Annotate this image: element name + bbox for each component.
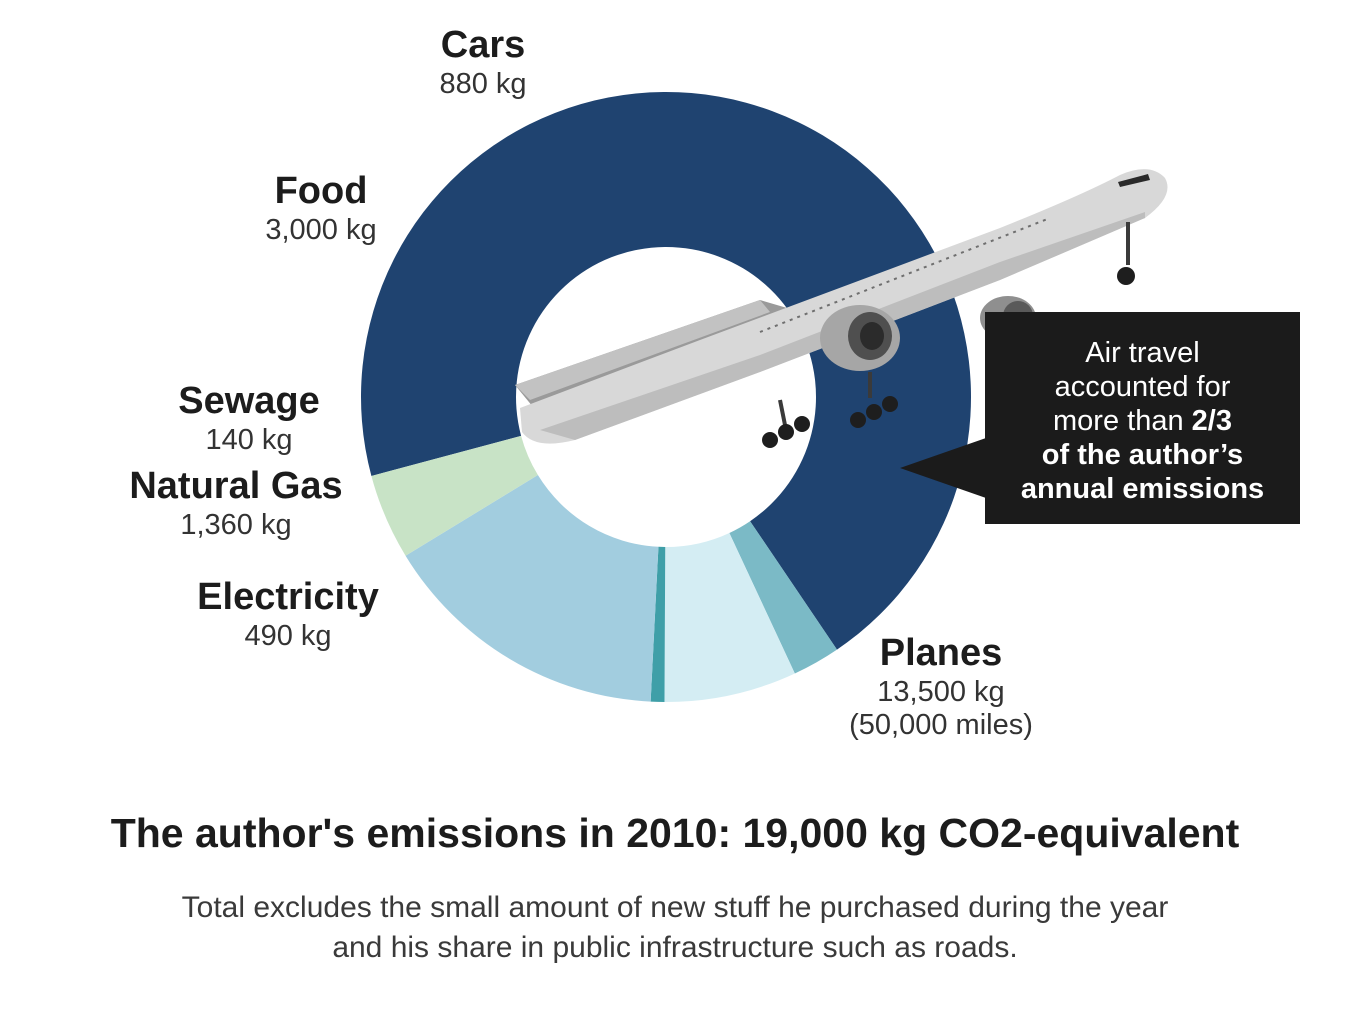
callout-line-4: of the author’s bbox=[985, 438, 1300, 472]
label-cars-name: Cars bbox=[440, 24, 526, 66]
label-natural-gas-name: Natural Gas bbox=[129, 465, 343, 507]
chart-note-line-2: and his share in public infrastructure s… bbox=[332, 931, 1018, 964]
slice-sewage bbox=[650, 546, 666, 702]
label-natural-gas-value: 1,360 kg bbox=[180, 508, 292, 541]
label-food-value: 3,000 kg bbox=[265, 213, 377, 246]
slice-planes bbox=[360, 92, 971, 650]
label-sewage-name: Sewage bbox=[178, 380, 320, 422]
callout-line-1: Air travel bbox=[1085, 337, 1200, 369]
label-natural-gas: Natural Gas 1,360 kg bbox=[106, 465, 366, 542]
label-planes-name: Planes bbox=[879, 632, 1003, 674]
slice-cars bbox=[371, 435, 538, 556]
chart-title: The author's emissions in 2010: 19,000 k… bbox=[110, 810, 1240, 856]
chart-note: Total excludes the small amount of new s… bbox=[0, 888, 1350, 968]
label-planes: Planes 13,500 kg (50,000 miles) bbox=[830, 632, 1052, 742]
callout-fraction: 2/3 bbox=[1191, 405, 1232, 437]
slice-electricity bbox=[729, 521, 837, 674]
donut-chart bbox=[360, 92, 1168, 703]
label-electricity: Electricity 490 kg bbox=[176, 576, 400, 653]
label-planes-miles: (50,000 miles) bbox=[849, 709, 1033, 742]
airplane-image bbox=[515, 169, 1168, 448]
chart-note-line-1: Total excludes the small amount of new s… bbox=[181, 891, 1169, 924]
label-cars-value: 880 kg bbox=[439, 67, 527, 100]
callout-line-5: annual emissions bbox=[985, 472, 1300, 506]
callout-pointer bbox=[900, 438, 986, 498]
slice-natural-gas bbox=[664, 532, 795, 703]
slice-food bbox=[405, 475, 659, 702]
callout-line-2: accounted for bbox=[1054, 371, 1231, 403]
label-planes-value: 13,500 kg bbox=[877, 675, 1005, 708]
label-cars: Cars 880 kg bbox=[418, 24, 548, 101]
callout-line-3-prefix: more than bbox=[1053, 405, 1192, 437]
callout-line-3: more than 2/3 bbox=[985, 404, 1300, 438]
donut-slices bbox=[360, 92, 971, 703]
label-food-name: Food bbox=[274, 170, 368, 212]
label-sewage: Sewage 140 kg bbox=[164, 380, 334, 457]
callout-line-4-text: of the author’s bbox=[1041, 439, 1244, 471]
label-electricity-value: 490 kg bbox=[244, 619, 332, 652]
label-food: Food 3,000 kg bbox=[246, 170, 396, 247]
air-travel-callout: Air travel accounted for more than 2/3 o… bbox=[985, 312, 1300, 524]
label-sewage-value: 140 kg bbox=[205, 423, 293, 456]
label-electricity-name: Electricity bbox=[197, 576, 379, 618]
callout-line-5-text: annual emissions bbox=[1020, 473, 1265, 505]
